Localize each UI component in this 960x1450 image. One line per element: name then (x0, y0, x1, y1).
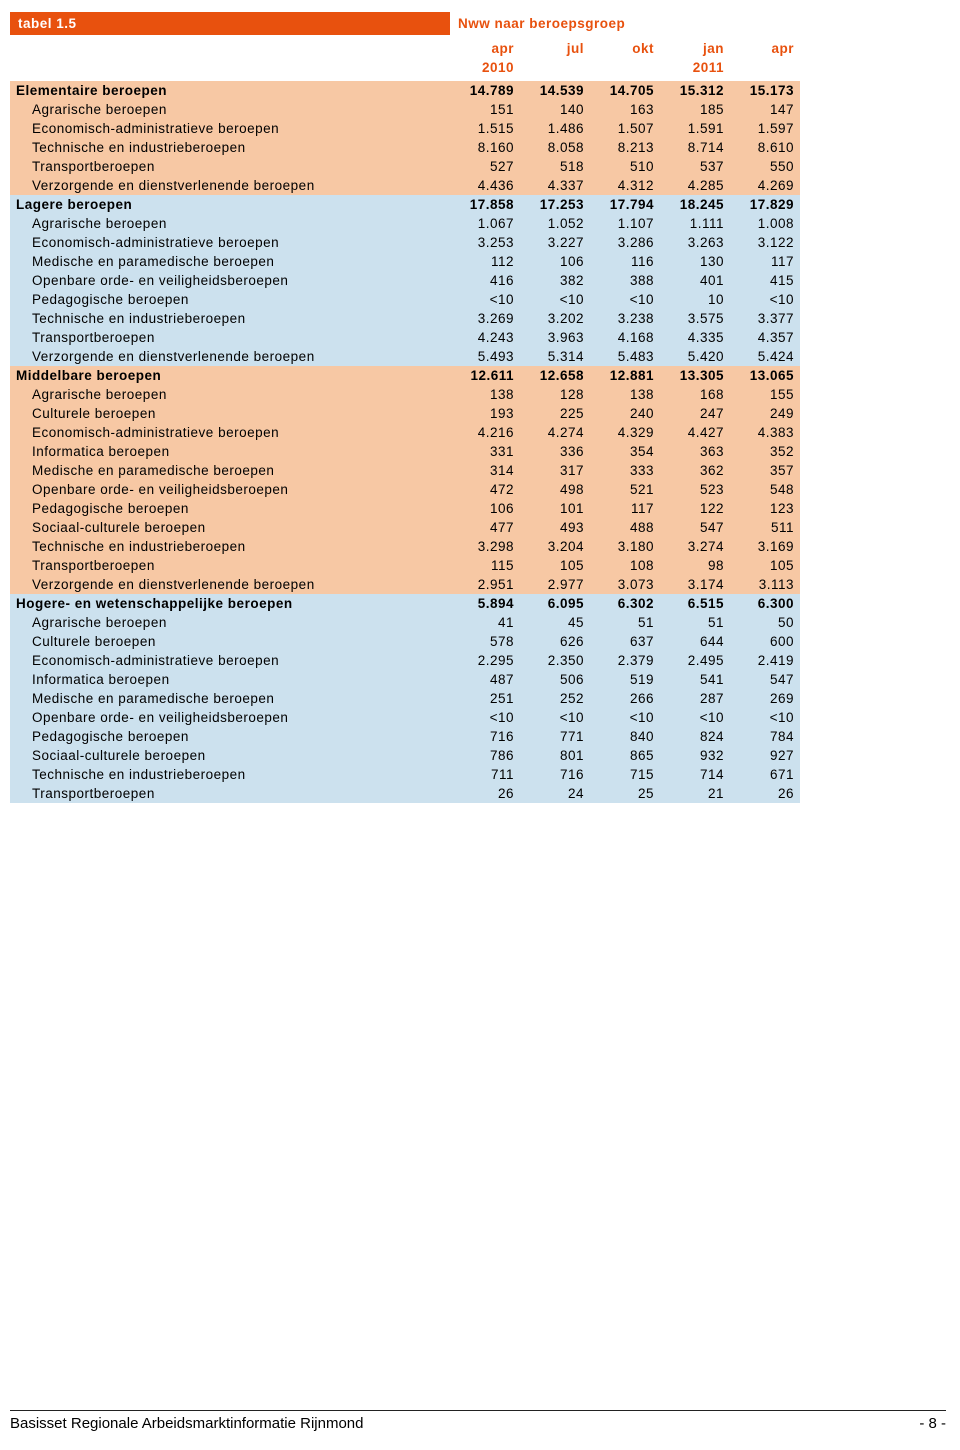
sub-row: Openbare orde- en veiligheidsberoepen<10… (10, 708, 800, 727)
table-title: Nww naar beroepsgroep (450, 12, 800, 35)
table-number: tabel 1.5 (10, 12, 450, 35)
sub-row: Transportberoepen527518510537550 (10, 157, 800, 176)
sub-row: Economisch-administratieve beroepen4.216… (10, 423, 800, 442)
sub-row: Technische en industrieberoepen3.2693.20… (10, 309, 800, 328)
sub-label: Pedagogische beroepen (10, 727, 450, 746)
sub-label: Transportberoepen (10, 556, 450, 575)
sub-label: Medische en paramedische beroepen (10, 252, 450, 271)
sub-label: Pedagogische beroepen (10, 499, 450, 518)
sub-label: Verzorgende en dienstverlenende beroepen (10, 347, 450, 366)
footer-left: Basisset Regionale Arbeidsmarktinformati… (10, 1415, 364, 1432)
sub-row: Economisch-administratieve beroepen2.295… (10, 651, 800, 670)
sub-row: Verzorgende en dienstverlenende beroepen… (10, 347, 800, 366)
sub-row: Pedagogische beroepen716771840824784 (10, 727, 800, 746)
sub-row: Economisch-administratieve beroepen3.253… (10, 233, 800, 252)
sub-label: Transportberoepen (10, 784, 450, 803)
sub-row: Culturele beroepen578626637644600 (10, 632, 800, 651)
sub-row: Pedagogische beroepen<10<10<1010<10 (10, 290, 800, 309)
sub-row: Informatica beroepen331336354363352 (10, 442, 800, 461)
sub-label: Transportberoepen (10, 328, 450, 347)
sub-label: Technische en industrieberoepen (10, 138, 450, 157)
sub-row: Pedagogische beroepen106101117122123 (10, 499, 800, 518)
category-row: Lagere beroepen17.85817.25317.79418.2451… (10, 195, 800, 214)
sub-row: Agrarische beroepen151140163185147 (10, 100, 800, 119)
category-row: Hogere- en wetenschappelijke beroepen5.8… (10, 594, 800, 613)
sub-label: Economisch-administratieve beroepen (10, 233, 450, 252)
sub-label: Openbare orde- en veiligheidsberoepen (10, 708, 450, 727)
sub-row: Technische en industrieberoepen711716715… (10, 765, 800, 784)
data-table: tabel 1.5Nww naar beroepsgroepaprjuloktj… (10, 12, 800, 803)
sub-label: Economisch-administratieve beroepen (10, 423, 450, 442)
sub-row: Sociaal-culturele beroepen47749348854751… (10, 518, 800, 537)
sub-row: Economisch-administratieve beroepen1.515… (10, 119, 800, 138)
sub-row: Openbare orde- en veiligheidsberoepen472… (10, 480, 800, 499)
sub-label: Technische en industrieberoepen (10, 537, 450, 556)
sub-row: Transportberoepen2624252126 (10, 784, 800, 803)
sub-label: Transportberoepen (10, 157, 450, 176)
sub-row: Agrarische beroepen138128138168155 (10, 385, 800, 404)
sub-row: Agrarische beroepen1.0671.0521.1071.1111… (10, 214, 800, 233)
sub-label: Medische en paramedische beroepen (10, 689, 450, 708)
sub-label: Verzorgende en dienstverlenende beroepen (10, 575, 450, 594)
page-footer: Basisset Regionale Arbeidsmarktinformati… (10, 1410, 946, 1432)
page: tabel 1.5Nww naar beroepsgroepaprjuloktj… (0, 0, 960, 1450)
sub-row: Sociaal-culturele beroepen78680186593292… (10, 746, 800, 765)
sub-label: Openbare orde- en veiligheidsberoepen (10, 271, 450, 290)
category-row: Elementaire beroepen14.78914.53914.70515… (10, 81, 800, 100)
sub-label: Openbare orde- en veiligheidsberoepen (10, 480, 450, 499)
sub-label: Technische en industrieberoepen (10, 309, 450, 328)
sub-label: Medische en paramedische beroepen (10, 461, 450, 480)
footer-right: - 8 - (919, 1415, 946, 1432)
sub-label: Agrarische beroepen (10, 385, 450, 404)
sub-row: Medische en paramedische beroepen2512522… (10, 689, 800, 708)
sub-label: Informatica beroepen (10, 442, 450, 461)
sub-label: Culturele beroepen (10, 632, 450, 651)
sub-label: Verzorgende en dienstverlenende beroepen (10, 176, 450, 195)
sub-row: Transportberoepen4.2433.9634.1684.3354.3… (10, 328, 800, 347)
sub-row: Transportberoepen11510510898105 (10, 556, 800, 575)
sub-row: Informatica beroepen487506519541547 (10, 670, 800, 689)
sub-label: Economisch-administratieve beroepen (10, 651, 450, 670)
sub-label: Culturele beroepen (10, 404, 450, 423)
sub-row: Openbare orde- en veiligheidsberoepen416… (10, 271, 800, 290)
sub-row: Culturele beroepen193225240247249 (10, 404, 800, 423)
sub-row: Verzorgende en dienstverlenende beroepen… (10, 575, 800, 594)
sub-label: Pedagogische beroepen (10, 290, 450, 309)
table-title-row: tabel 1.5Nww naar beroepsgroep (10, 12, 800, 35)
sub-label: Agrarische beroepen (10, 100, 450, 119)
category-label: Middelbare beroepen (10, 366, 450, 385)
sub-row: Verzorgende en dienstverlenende beroepen… (10, 176, 800, 195)
sub-row: Medische en paramedische beroepen1121061… (10, 252, 800, 271)
header-row-2: 20102011 (10, 58, 800, 81)
sub-row: Technische en industrieberoepen3.2983.20… (10, 537, 800, 556)
sub-label: Agrarische beroepen (10, 214, 450, 233)
sub-row: Agrarische beroepen4145515150 (10, 613, 800, 632)
header-row-1: aprjuloktjanapr (10, 35, 800, 58)
category-row: Middelbare beroepen12.61112.65812.88113.… (10, 366, 800, 385)
sub-row: Medische en paramedische beroepen3143173… (10, 461, 800, 480)
sub-label: Sociaal-culturele beroepen (10, 746, 450, 765)
sub-label: Technische en industrieberoepen (10, 765, 450, 784)
category-label: Elementaire beroepen (10, 81, 450, 100)
sub-label: Agrarische beroepen (10, 613, 450, 632)
category-label: Lagere beroepen (10, 195, 450, 214)
category-label: Hogere- en wetenschappelijke beroepen (10, 594, 450, 613)
sub-label: Economisch-administratieve beroepen (10, 119, 450, 138)
sub-row: Technische en industrieberoepen8.1608.05… (10, 138, 800, 157)
sub-label: Informatica beroepen (10, 670, 450, 689)
sub-label: Sociaal-culturele beroepen (10, 518, 450, 537)
